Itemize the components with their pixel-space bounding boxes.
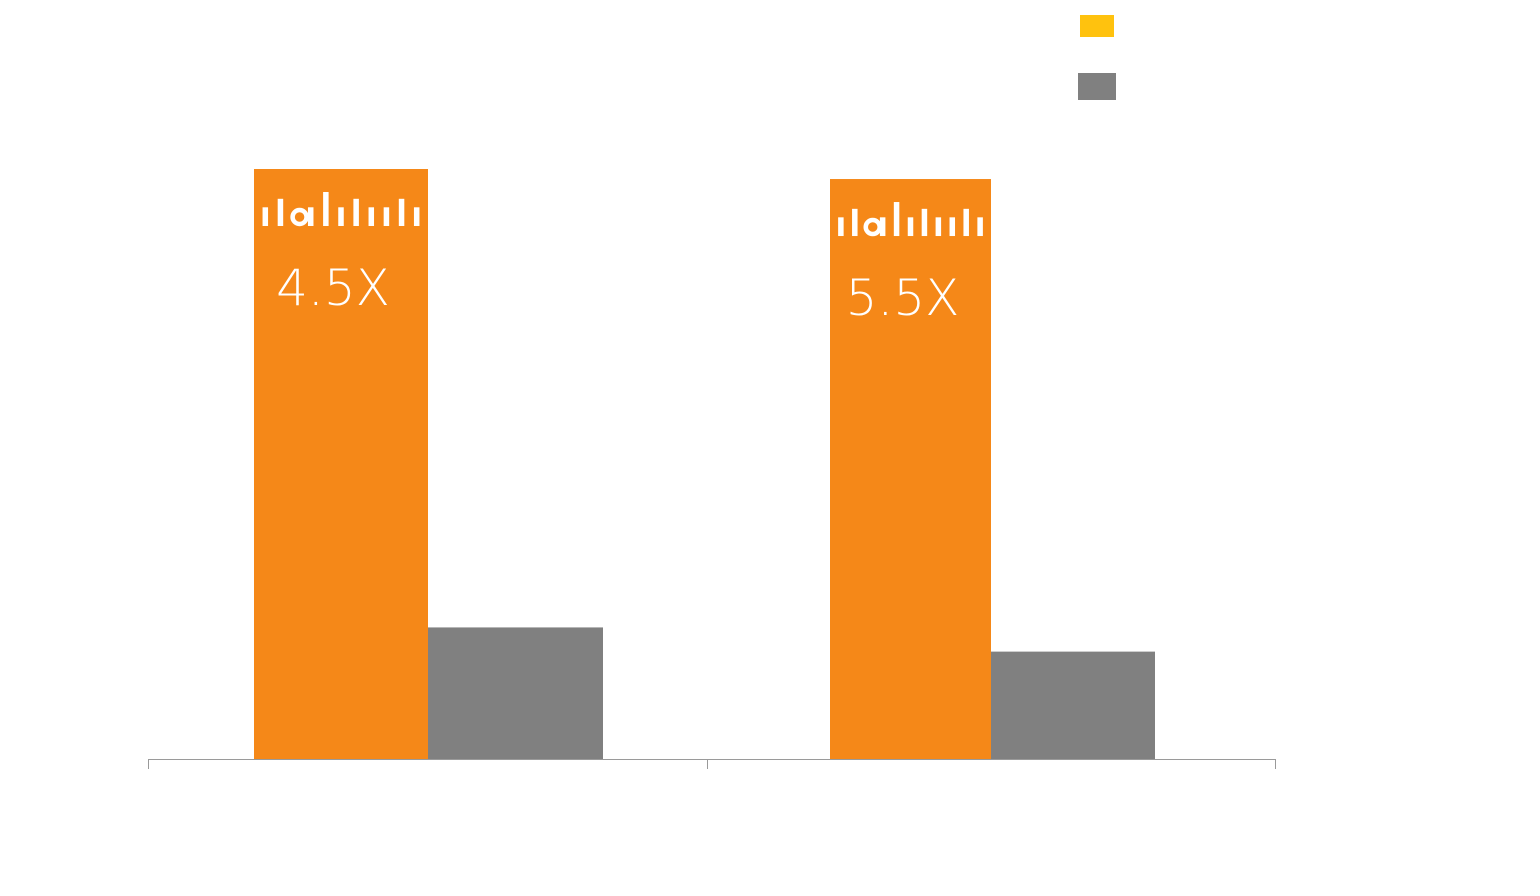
logo-ring [863,217,882,237]
cisco-logo-icon-2 [838,202,983,237]
logo-stroke [413,207,420,226]
logo-stroke [893,202,900,237]
logo-stroke [323,192,329,226]
logo-stroke [852,208,858,237]
logos-group [262,192,983,237]
logo-stroke [398,198,405,226]
logo-stroke [838,217,844,237]
bar-label-1: 4.5X [276,259,390,317]
logo-stroke [338,207,344,226]
bar-series1-group2 [830,179,991,759]
logo-stroke [368,207,375,226]
logo-stroke [307,207,314,226]
logo-stroke [262,207,269,226]
bar-series2-group2 [991,651,1155,759]
logo-stroke [353,198,359,226]
cisco-logo-icon-1 [262,192,420,227]
logo-stroke [963,208,969,237]
x-axis [148,759,1276,769]
bar-labels-group: 4.5X 5.5X [276,259,959,327]
legend [1078,15,1116,100]
logo-stroke [949,217,956,237]
logo-stroke [277,198,284,226]
bar-label-2: 5.5X [846,269,960,327]
bar-series2-group1 [428,627,603,759]
logo-stroke [907,217,914,237]
logo-stroke [977,217,983,237]
legend-swatch-1 [1080,15,1114,37]
bars-group [254,169,1155,759]
logo-stroke [879,217,886,237]
bar-series1-group1 [254,169,428,759]
logo-stroke [383,207,390,226]
logo-ring [290,207,309,227]
logo-stroke [935,217,942,237]
logo-stroke [921,208,928,237]
legend-swatch-2 [1078,73,1116,100]
